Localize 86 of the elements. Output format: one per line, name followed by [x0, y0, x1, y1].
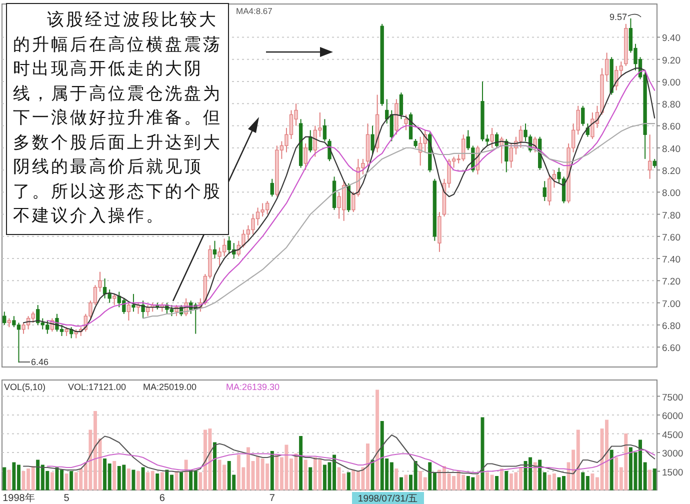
- y-tick-label: 8.00: [662, 188, 680, 200]
- y-tick-label: 6.60: [662, 343, 680, 354]
- candlestick: [270, 178, 274, 198]
- candlestick: [581, 105, 585, 126]
- bar: [346, 472, 350, 490]
- annotation: VOL(5,10): [4, 382, 46, 392]
- y-tick-label: 9.00: [662, 77, 680, 88]
- bar: [480, 417, 484, 490]
- y-tick-label: 8.20: [662, 166, 680, 178]
- bar: [404, 474, 408, 490]
- y-tick-label: 7.60: [662, 232, 680, 244]
- bar: [112, 461, 116, 490]
- bar: [376, 390, 380, 490]
- y-tick-label: 7500: [662, 392, 684, 404]
- bar: [476, 474, 480, 490]
- bar: [394, 468, 398, 490]
- candlestick: [370, 125, 374, 156]
- annotation: VOL:17121.00: [68, 382, 126, 392]
- line-series: [46, 449, 656, 474]
- line-series: [22, 434, 656, 474]
- annotation: 6.46: [31, 357, 49, 367]
- y-tick-label: 8.60: [662, 122, 680, 133]
- candlestick: [352, 192, 356, 213]
- candlestick: [648, 134, 652, 180]
- bar: [648, 470, 652, 490]
- annotation: MA:26139.30: [226, 382, 280, 392]
- candlestick: [404, 114, 408, 131]
- y-tick-label: 3000: [662, 448, 684, 460]
- y-tick-label: 7.40: [662, 254, 680, 266]
- bar: [504, 471, 508, 490]
- bar: [50, 472, 54, 490]
- candlestick: [126, 302, 131, 322]
- bar: [399, 477, 403, 490]
- bar: [7, 470, 11, 490]
- text: 1998/07/31/五: [358, 494, 418, 504]
- candlestick: [304, 142, 308, 171]
- bar: [533, 462, 537, 490]
- bar: [610, 450, 614, 490]
- bar: [500, 468, 504, 490]
- y-tick-label: 1500: [662, 467, 684, 478]
- bar: [299, 436, 303, 490]
- candlestick: [2, 311, 6, 326]
- bar: [270, 451, 274, 490]
- candlestick: [141, 300, 145, 319]
- bar: [213, 442, 216, 490]
- x-tick-label: 5: [64, 493, 70, 504]
- bar: [70, 471, 74, 490]
- y-tick-label: 4500: [662, 430, 684, 441]
- y-tick-label: 9.20: [662, 55, 680, 66]
- bar: [495, 476, 499, 490]
- bar: [156, 474, 160, 490]
- y-tick-label: 7.80: [662, 210, 680, 222]
- bar: [184, 460, 188, 490]
- annotation: MA4:8.67: [236, 6, 273, 16]
- bar: [141, 467, 145, 490]
- bar: [64, 474, 68, 490]
- y-tick-label: 8.80: [662, 100, 680, 111]
- bar: [304, 460, 308, 490]
- candlestick: [490, 127, 494, 148]
- candlestick: [132, 293, 136, 312]
- bar: [136, 471, 140, 490]
- bar: [160, 472, 164, 490]
- text: 该股经过波段比较大的升幅后在高位横盘震荡时出现高开低走的大阴线，属于高位震仓洗盘为下一浪做好拉升准备。但多数个股后面上升达到大阴线的最高价后就见顶了。所以这形态下的个股不建议介入操作。: [13, 10, 222, 225]
- bar: [308, 467, 312, 490]
- y-tick-label: 6.80: [662, 320, 680, 332]
- bar: [132, 470, 136, 490]
- y-tick-label: 7.00: [662, 298, 680, 310]
- bar: [126, 468, 130, 490]
- bar: [370, 460, 374, 490]
- y-tick-label: 9.40: [662, 33, 680, 44]
- bar: [2, 467, 6, 490]
- x-tick-label: 6: [159, 493, 166, 504]
- x-tick-label: 1998年: [2, 492, 35, 504]
- candlestick: [212, 240, 217, 260]
- candlestick: [399, 92, 404, 120]
- y-tick-label: 6000: [662, 411, 684, 422]
- y-tick-label: 8.40: [662, 144, 680, 155]
- bar: [652, 468, 656, 490]
- x-tick-label: 7: [269, 493, 276, 504]
- candlestick: [322, 118, 327, 142]
- candlestick: [542, 180, 546, 202]
- bar: [180, 472, 184, 490]
- y-tick-label: 7.20: [662, 276, 680, 288]
- annotation: 9.57: [609, 12, 627, 22]
- bar: [174, 471, 178, 490]
- annotation: MA:25019.00: [143, 382, 197, 392]
